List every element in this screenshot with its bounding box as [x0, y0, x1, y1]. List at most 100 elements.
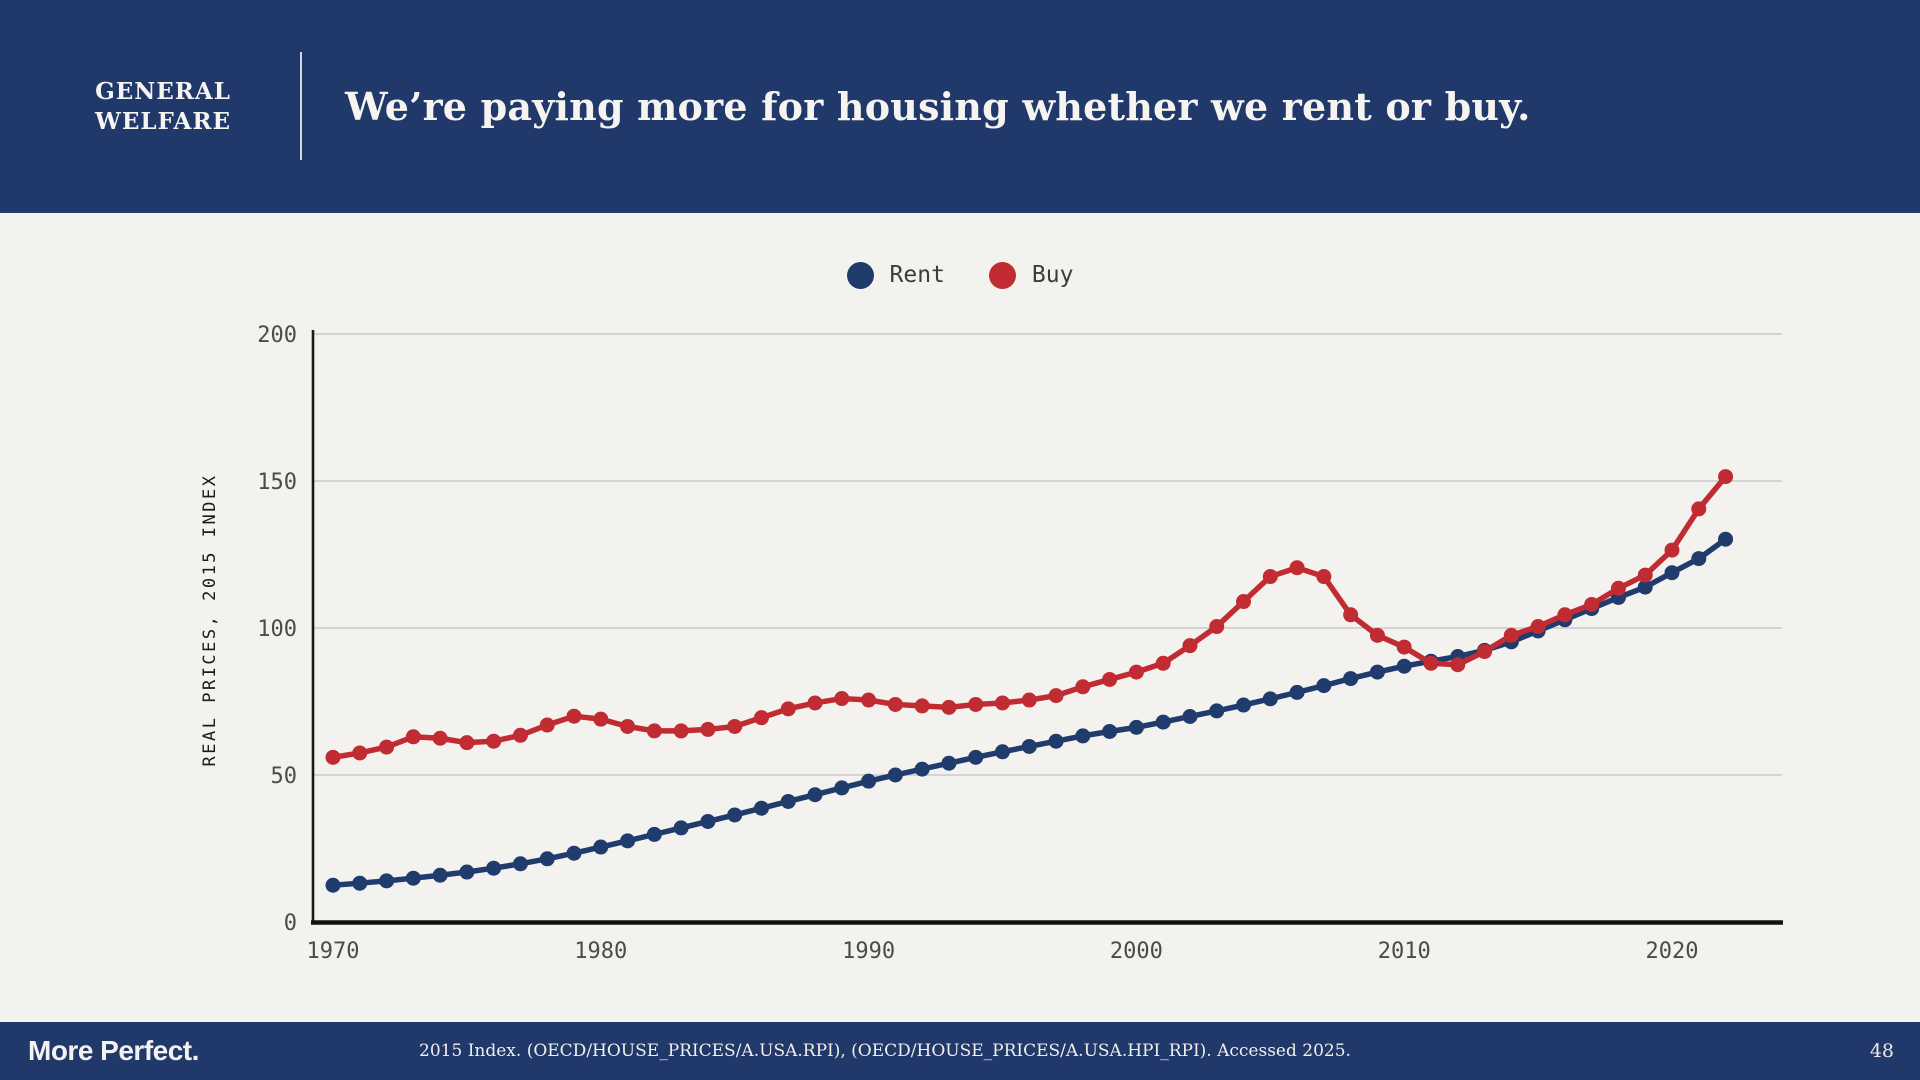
data-point-buy-2021	[1691, 501, 1707, 517]
data-point-buy-1980	[593, 711, 609, 727]
data-point-rent-1991	[887, 767, 903, 783]
section-eyebrow: GENERAL WELFARE	[58, 0, 268, 213]
data-point-rent-1974	[432, 867, 448, 883]
data-point-buy-1984	[700, 721, 716, 737]
data-point-rent-1979	[566, 845, 582, 861]
data-point-rent-1987	[780, 793, 796, 809]
data-point-rent-1975	[459, 864, 475, 880]
data-point-buy-2018	[1610, 580, 1626, 596]
data-point-rent-2006	[1289, 684, 1305, 700]
data-point-rent-1986	[753, 800, 769, 816]
x-tick-2000: 2000	[1110, 939, 1163, 964]
data-point-rent-1984	[700, 813, 716, 829]
data-point-buy-1998	[1075, 679, 1091, 695]
data-point-buy-1992	[914, 698, 930, 714]
series-line-rent	[330, 536, 1729, 888]
data-point-buy-2003	[1209, 619, 1225, 635]
slide-title: We’re paying more for housing whether we…	[345, 84, 1531, 129]
data-point-buy-1995	[995, 695, 1010, 711]
x-tick-2010: 2010	[1378, 939, 1431, 964]
data-point-rent-1989	[834, 780, 850, 796]
data-point-buy-2014	[1503, 627, 1519, 643]
data-point-buy-1986	[753, 710, 769, 726]
data-point-buy-2019	[1637, 567, 1653, 583]
chart-legend: Rent Buy	[0, 255, 1920, 295]
data-point-rent-1971	[352, 875, 368, 891]
data-point-buy-2010	[1396, 639, 1412, 655]
data-point-buy-1971	[352, 745, 368, 761]
data-point-rent-2010	[1396, 658, 1412, 674]
data-point-rent-1988	[807, 787, 823, 803]
data-point-buy-2022	[1718, 469, 1734, 485]
series-line-buy	[330, 473, 1729, 761]
rent-legend-dot-icon	[846, 261, 874, 289]
data-point-rent-2009	[1369, 664, 1385, 680]
data-point-buy-1975	[459, 735, 475, 751]
data-point-rent-2004	[1236, 697, 1252, 713]
data-point-buy-2015	[1530, 619, 1546, 635]
data-point-buy-1972	[379, 739, 395, 755]
data-point-buy-1973	[405, 729, 421, 745]
data-point-rent-1985	[727, 807, 743, 823]
data-point-buy-2017	[1584, 596, 1600, 612]
data-point-rent-1980	[593, 839, 609, 855]
data-point-buy-2016	[1557, 607, 1573, 623]
data-point-buy-1974	[432, 730, 448, 746]
data-point-buy-1987	[780, 701, 796, 717]
eyebrow-line-2: WELFARE	[94, 107, 231, 135]
data-point-rent-1993	[941, 755, 957, 771]
data-point-buy-1999	[1102, 671, 1118, 687]
y-tick-0: 0	[284, 911, 297, 936]
data-point-buy-1979	[566, 708, 582, 724]
data-point-buy-1991	[887, 696, 903, 712]
data-point-rent-2008	[1343, 671, 1359, 687]
data-point-rent-1983	[673, 820, 689, 836]
data-point-buy-1978	[539, 717, 555, 733]
data-point-buy-2002	[1182, 638, 1198, 654]
data-point-buy-1981	[620, 718, 636, 734]
data-point-rent-1994	[968, 749, 984, 765]
data-point-rent-1981	[620, 833, 636, 849]
data-point-rent-1972	[379, 873, 395, 889]
data-point-rent-2000	[1128, 719, 1144, 735]
data-point-buy-2006	[1289, 560, 1305, 576]
data-point-buy-2011	[1423, 655, 1439, 671]
data-point-rent-2003	[1209, 703, 1225, 719]
data-point-rent-2020	[1664, 565, 1680, 581]
data-point-buy-1988	[807, 695, 823, 711]
x-tick-1970: 1970	[307, 939, 360, 964]
data-point-buy-1983	[673, 723, 689, 739]
data-point-rent-2019	[1637, 579, 1653, 595]
data-point-buy-2004	[1236, 594, 1252, 610]
data-point-buy-2008	[1343, 607, 1359, 623]
data-point-buy-2001	[1155, 655, 1171, 671]
data-point-rent-1982	[646, 826, 662, 842]
brand-logo: More Perfect.	[28, 1035, 199, 1066]
data-point-rent-2002	[1182, 708, 1198, 724]
data-point-buy-1989	[834, 691, 850, 707]
data-point-buy-2005	[1262, 569, 1278, 585]
y-tick-200: 200	[257, 323, 297, 348]
data-point-buy-2000	[1128, 664, 1144, 680]
y-tick-50: 50	[271, 764, 298, 789]
footer-bar: More Perfect. 2015 Index. (OECD/HOUSE_PR…	[0, 1022, 1920, 1080]
data-point-buy-1970	[325, 749, 341, 765]
data-point-rent-2001	[1155, 714, 1171, 730]
source-citation: 2015 Index. (OECD/HOUSE_PRICES/A.USA.RPI…	[419, 1041, 1351, 1061]
data-point-buy-2012	[1450, 657, 1466, 673]
legend-item-rent: Rent	[846, 261, 945, 289]
data-point-rent-1973	[405, 870, 421, 886]
y-tick-100: 100	[257, 617, 297, 642]
data-point-rent-1978	[539, 851, 555, 867]
data-point-rent-1997	[1048, 733, 1064, 749]
data-point-rent-1999	[1102, 723, 1118, 739]
data-point-buy-1990	[861, 692, 877, 708]
buy-legend-dot-icon	[988, 261, 1016, 289]
data-point-buy-2020	[1664, 542, 1680, 558]
y-tick-150: 150	[257, 470, 297, 495]
data-point-buy-2013	[1477, 644, 1493, 660]
legend-item-buy: Buy	[988, 261, 1073, 289]
header-divider	[300, 52, 302, 160]
